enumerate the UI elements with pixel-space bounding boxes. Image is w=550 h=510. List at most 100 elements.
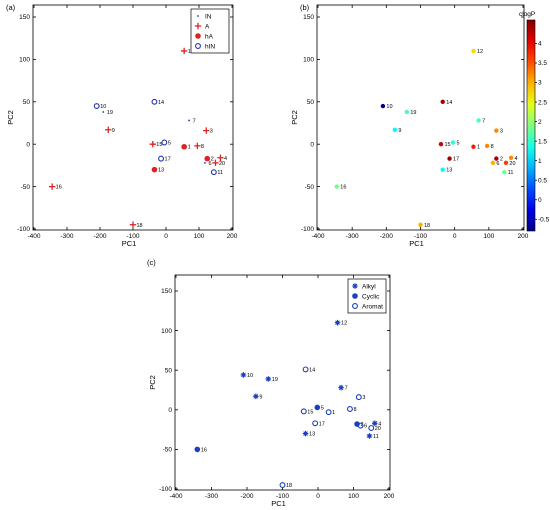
panel-c-ytick-label-4: 100 bbox=[161, 328, 172, 335]
panel-b-point-label-17: 18 bbox=[424, 223, 430, 229]
panel-c-marker-16 bbox=[312, 420, 319, 427]
panel-a-xtick-label-6: 200 bbox=[227, 233, 238, 240]
panel-c-xlabel: PC1 bbox=[271, 499, 286, 508]
panel-a-legend-label-3: hIN bbox=[205, 43, 215, 50]
panel-c-marker-18 bbox=[265, 376, 272, 382]
panel-c-point-label-19: 20 bbox=[375, 426, 381, 432]
panel-b-ytick-label-3: 50 bbox=[307, 99, 315, 106]
panel-b-point-label-11: 12 bbox=[477, 49, 483, 55]
panel-c-marker-8 bbox=[253, 393, 259, 400]
panel-b-ylabel: PC2 bbox=[290, 110, 299, 125]
panel-c-ytick-label-2: 0 bbox=[168, 407, 172, 414]
panel-a-point-label-18: 19 bbox=[107, 110, 113, 116]
panel-a-marker-6 bbox=[188, 119, 191, 122]
panel-a-marker-1 bbox=[204, 155, 211, 162]
panel-c: (c) -400 -300 -200 -100 0 100 200 -100 -50 0 50 100 1… bbox=[147, 258, 395, 508]
panel-a-marker-legend-3 bbox=[195, 43, 201, 49]
panel-a-xtick-label-0: -400 bbox=[27, 233, 40, 240]
panel-b-xtick-label-6: 200 bbox=[518, 233, 529, 240]
panel-b-marker-12 bbox=[440, 167, 445, 172]
panel-b-point-label-6: 7 bbox=[482, 118, 485, 124]
panel-c-legend-label-0: Alkyl bbox=[362, 283, 376, 290]
panel-b-marker-3 bbox=[508, 155, 514, 160]
panel-c-xtick-label-1: -300 bbox=[205, 493, 218, 500]
panel-a-marker-2 bbox=[203, 127, 210, 134]
panel-b: (b)-400 -300 -200 -100 0 100 200-100-500501001… bbox=[290, 3, 550, 248]
panel-a-marker-9 bbox=[93, 103, 100, 109]
panel-a-point-label-16: 17 bbox=[165, 157, 171, 163]
panel-c-ytick-label-0: -100 bbox=[159, 486, 172, 493]
panel-a-ytick-label-4: 100 bbox=[19, 57, 30, 64]
panel-a-point-label-0: 1 bbox=[188, 145, 191, 151]
panel-b-marker-10 bbox=[502, 169, 507, 175]
panel-a-legend-label-1: A bbox=[205, 23, 210, 30]
panel-b-marker-5 bbox=[490, 160, 496, 166]
panel-a-point-label-1: 2 bbox=[211, 157, 214, 163]
panel-b-colorbar-tick-label-4: 1.5 bbox=[538, 138, 547, 145]
panel-b-marker-9 bbox=[380, 103, 386, 109]
panel-a-legend-label-2: hA bbox=[205, 33, 214, 40]
panel-b-marker-17 bbox=[418, 222, 423, 227]
panel-a-marker-8 bbox=[105, 126, 112, 133]
panel-c-label: (c) bbox=[147, 258, 156, 267]
panel-b-colorbar: clogP -0.5 0 0.5 1 1.5 2 2.5 3 3.5 4 bbox=[519, 11, 550, 232]
panel-a-marker-19 bbox=[212, 159, 219, 167]
panel-a-point-label-9: 10 bbox=[100, 104, 106, 110]
panel-b-point-label-7: 8 bbox=[491, 144, 494, 150]
panel-a-legend: IN AhA hIN bbox=[190, 8, 230, 54]
panel-a-xtick-label-1: -300 bbox=[60, 233, 73, 240]
panel-b-ytick-label-0: -100 bbox=[301, 226, 314, 233]
panel-a-marker-15 bbox=[48, 183, 56, 190]
panel-b-point-label-1: 2 bbox=[500, 157, 503, 163]
panel-c-point-label-4: 5 bbox=[321, 405, 324, 411]
panel-a-point-label-6: 7 bbox=[193, 118, 196, 124]
panel-a-xtick-label-3: -100 bbox=[126, 233, 139, 240]
panel-c-marker-4 bbox=[314, 404, 321, 411]
panel-a-xtick-label-5: 100 bbox=[194, 233, 205, 240]
panel-b-point-label-3: 4 bbox=[515, 156, 518, 162]
panel-a-point-label-7: 8 bbox=[201, 144, 204, 150]
panel-c-xtick-label-5: 100 bbox=[348, 493, 359, 500]
panel-c-marker-3 bbox=[372, 420, 378, 427]
panel-a-xlabel: PC1 bbox=[122, 239, 137, 248]
panel-a-ytick-label-5: 150 bbox=[19, 14, 30, 21]
panel-a-marker-legend-2 bbox=[195, 33, 201, 39]
panel-c-marker-6 bbox=[338, 384, 344, 391]
panel-b-point-label-2: 3 bbox=[500, 129, 503, 135]
panel-c-point-label-6: 7 bbox=[345, 386, 348, 392]
panel-c-point-label-18: 19 bbox=[272, 377, 278, 383]
panel-c-marker-17 bbox=[279, 482, 286, 488]
panel-a-marker-11 bbox=[180, 47, 188, 55]
panel-c-point-label-0: 1 bbox=[332, 410, 335, 416]
panel-a-marker-10 bbox=[210, 169, 217, 176]
panel-c-marker-19 bbox=[368, 425, 375, 431]
panel-a-label: (a) bbox=[6, 3, 16, 12]
panel-a-marker-13 bbox=[151, 98, 158, 105]
panel-b-colorbar-scale bbox=[526, 19, 536, 232]
panel-c-marker-12 bbox=[302, 430, 309, 437]
panel-a-marker-4 bbox=[161, 139, 168, 146]
panel-b-point-label-12: 13 bbox=[446, 168, 452, 174]
panel-a-marker-16 bbox=[158, 155, 165, 162]
panel-b-xtick-label-1: -300 bbox=[346, 233, 359, 240]
panel-c-point-label-1: 2 bbox=[361, 422, 364, 428]
panel-b-point-label-16: 17 bbox=[453, 157, 459, 163]
panel-c-ylabel: PC2 bbox=[148, 375, 157, 390]
panel-c-point-label-9: 10 bbox=[247, 373, 253, 379]
panel-a-point-label-10: 11 bbox=[217, 170, 223, 176]
panel-c-point-label-14: 15 bbox=[307, 409, 313, 415]
panel-c-ytick-label-1: -50 bbox=[163, 447, 173, 454]
panel-b-colorbar-tick-label-9: 4 bbox=[538, 41, 542, 48]
panel-b-ytick-label-5: 150 bbox=[303, 14, 314, 21]
panel-c-xtick-label-0: -400 bbox=[169, 493, 182, 500]
panel-b-point-label-19: 20 bbox=[509, 161, 515, 167]
panel-c-marker-9 bbox=[240, 372, 247, 378]
panel-b-marker-11 bbox=[471, 48, 476, 54]
panel-a: (a) -400 -300 -200 -100 0 100 200 -100 -50 0 50 100 1… bbox=[6, 3, 238, 248]
panel-b-point-label-10: 11 bbox=[508, 170, 514, 176]
panel-a-point-label-13: 14 bbox=[158, 100, 164, 106]
panel-b-colorbar-tick-label-5: 2 bbox=[538, 119, 542, 126]
